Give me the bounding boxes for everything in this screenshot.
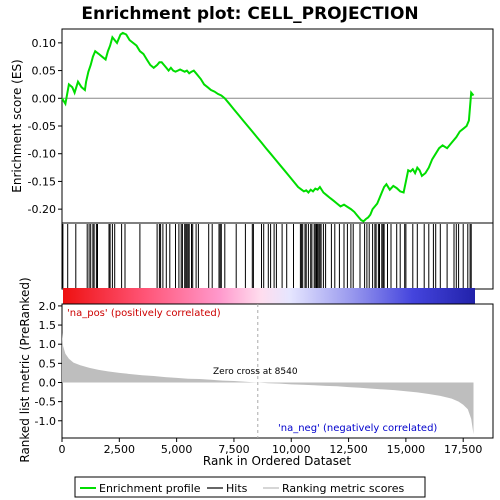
rank-y-tick-label: 1.5: [39, 319, 57, 332]
es-y-tick-label: 0.00: [32, 92, 57, 105]
chart-title: Enrichment plot: CELL_PROJECTION: [81, 4, 418, 24]
legend-metric-label: Ranking metric scores: [282, 482, 404, 495]
rank-y-tick-label: 0.0: [39, 376, 57, 389]
rank-x-tick-label: 12,500: [329, 443, 368, 456]
pos-label: 'na_pos' (positively correlated): [67, 308, 221, 319]
zero-cross-label: Zero cross at 8540: [213, 367, 298, 377]
rank-x-tick-label: 10,000: [272, 443, 311, 456]
rank-y-tick-label: -1.0: [35, 415, 56, 428]
rank-x-tick-label: 17,500: [444, 443, 483, 456]
rank-y-tick-label: 2.0: [39, 300, 57, 313]
rank-x-ticks: 0 2,500 5,000 7,500 10,000 12,500 15,000 17,500: [59, 438, 483, 456]
rank-y-tick-label: -0.5: [35, 396, 56, 409]
hits-panel-frame: [61, 222, 494, 290]
es-y-tick-label: -0.05: [28, 120, 56, 133]
rank-x-tick-label: 15,000: [387, 443, 426, 456]
es-y-tick-label: -0.20: [28, 203, 56, 216]
rank-y-ticks: 2.0 1.5 1.0 0.5 0.0 -0.5 -1.0: [35, 300, 62, 428]
rank-x-tick-label: 5,000: [161, 443, 193, 456]
es-y-tick-label: -0.15: [28, 175, 56, 188]
legend-hits-label: Hits: [226, 482, 248, 495]
ranking-color-bar: [63, 288, 475, 304]
rank-y-tick-label: 0.5: [39, 357, 57, 370]
es-panel-frame: [61, 28, 494, 224]
ranking-metric-area: [62, 332, 474, 435]
legend: Enrichment profile Hits Ranking metric s…: [74, 476, 426, 498]
rank-x-tick-label: 2,500: [104, 443, 136, 456]
rank-x-tick-label: 7,500: [218, 443, 250, 456]
rank-ylabel: Ranked list metric (PreRanked): [18, 277, 32, 462]
es-y-tick-label: 0.10: [32, 37, 57, 50]
enrichment-profile-line: [61, 31, 475, 223]
rank-panel-frame: [61, 303, 494, 439]
neg-label: 'na_neg' (negatively correlated): [278, 423, 437, 434]
es-y-tick-label: 0.05: [32, 65, 57, 78]
legend-profile-label: Enrichment profile: [99, 482, 201, 495]
legend-box: [74, 476, 426, 498]
es-ylabel: Enrichment score (ES): [10, 59, 24, 192]
es-y-ticks: 0.10 0.05 0.00 -0.05 -0.10 -0.15 -0.20: [28, 37, 62, 216]
es-y-tick-label: -0.10: [28, 148, 56, 161]
rank-y-tick-label: 1.0: [39, 338, 57, 351]
rank-xlabel: Rank in Ordered Dataset: [203, 454, 351, 468]
hits-lines: [62, 224, 472, 288]
rank-x-tick-label: 0: [59, 443, 66, 456]
